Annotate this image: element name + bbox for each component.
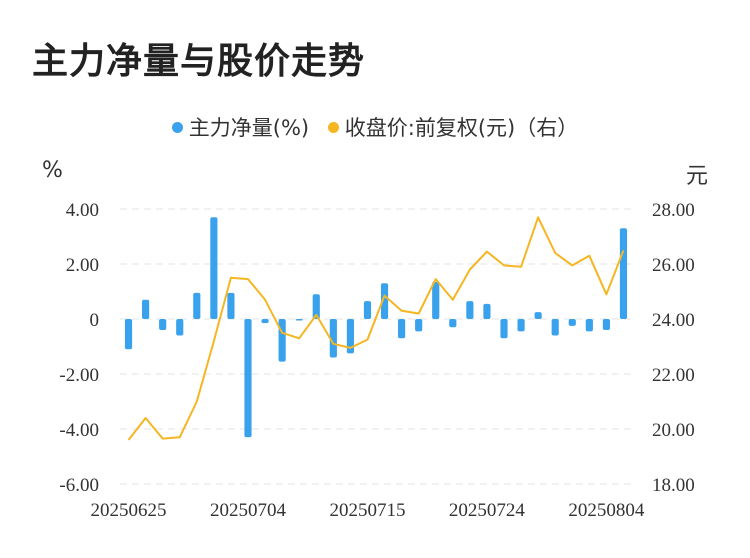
bar bbox=[483, 303, 491, 319]
bar bbox=[602, 319, 610, 330]
bar bbox=[210, 217, 218, 319]
bar bbox=[312, 294, 320, 319]
x-tick-label: 20250704 bbox=[210, 500, 287, 521]
x-tick-label: 20250715 bbox=[329, 500, 405, 521]
bar bbox=[346, 319, 354, 354]
bar bbox=[619, 228, 628, 319]
legend-bar-marker bbox=[171, 121, 183, 133]
bar bbox=[261, 319, 269, 324]
bar bbox=[142, 299, 150, 319]
x-tick-label: 20250804 bbox=[568, 500, 645, 521]
bar bbox=[551, 319, 559, 336]
bar bbox=[329, 319, 337, 358]
bar bbox=[415, 319, 423, 332]
y-left-tick-label: 2.00 bbox=[66, 255, 99, 276]
y-left-tick-label: 4.00 bbox=[66, 200, 99, 221]
bar bbox=[124, 319, 133, 350]
chart-title: 主力净量与股价走势 bbox=[32, 41, 366, 82]
bar bbox=[534, 312, 542, 319]
right-axis-unit: 元 bbox=[686, 164, 709, 189]
legend-bar-label: 主力净量(%) bbox=[188, 116, 310, 140]
legend: 主力净量(%) 收盘价:前复权(元)（右） bbox=[0, 112, 750, 142]
bar bbox=[363, 301, 372, 319]
bar bbox=[278, 319, 286, 362]
bar bbox=[244, 319, 252, 438]
left-axis-unit: % bbox=[42, 158, 63, 183]
y-left-tick-label: -6.00 bbox=[59, 475, 99, 496]
bar bbox=[517, 319, 525, 332]
x-tick-label: 20250625 bbox=[91, 500, 167, 521]
bar bbox=[449, 319, 457, 328]
y-right-tick-label: 20.00 bbox=[652, 420, 695, 441]
bar bbox=[193, 292, 201, 319]
y-right-tick-label: 22.00 bbox=[652, 365, 695, 386]
bar bbox=[500, 319, 508, 339]
legend-line-marker bbox=[327, 121, 339, 133]
y-right-tick-label: 26.00 bbox=[652, 255, 695, 276]
x-tick-label: 20250724 bbox=[449, 500, 526, 521]
y-right-tick-label: 28.00 bbox=[652, 200, 695, 221]
y-right-tick-label: 24.00 bbox=[652, 310, 695, 331]
legend-item-line[interactable]: 收盘价:前复权(元)（右） bbox=[327, 112, 579, 142]
y-right-tick-label: 18.00 bbox=[652, 475, 695, 496]
bar bbox=[432, 281, 440, 319]
legend-line-label: 收盘价:前复权(元)（右） bbox=[344, 116, 579, 140]
bar bbox=[466, 301, 474, 319]
bar bbox=[295, 319, 303, 321]
legend-item-bar[interactable]: 主力净量(%) bbox=[171, 112, 310, 142]
bar bbox=[585, 319, 593, 332]
bar bbox=[176, 319, 184, 336]
y-left-tick-label: -2.00 bbox=[59, 365, 99, 386]
price-line bbox=[127, 216, 625, 441]
y-left-tick-label: -4.00 bbox=[59, 420, 99, 441]
bar bbox=[568, 319, 576, 326]
bar bbox=[159, 319, 167, 330]
bar bbox=[227, 292, 235, 319]
y-left-tick-label: 0 bbox=[90, 310, 100, 331]
bar bbox=[380, 283, 389, 319]
bar bbox=[398, 319, 406, 339]
